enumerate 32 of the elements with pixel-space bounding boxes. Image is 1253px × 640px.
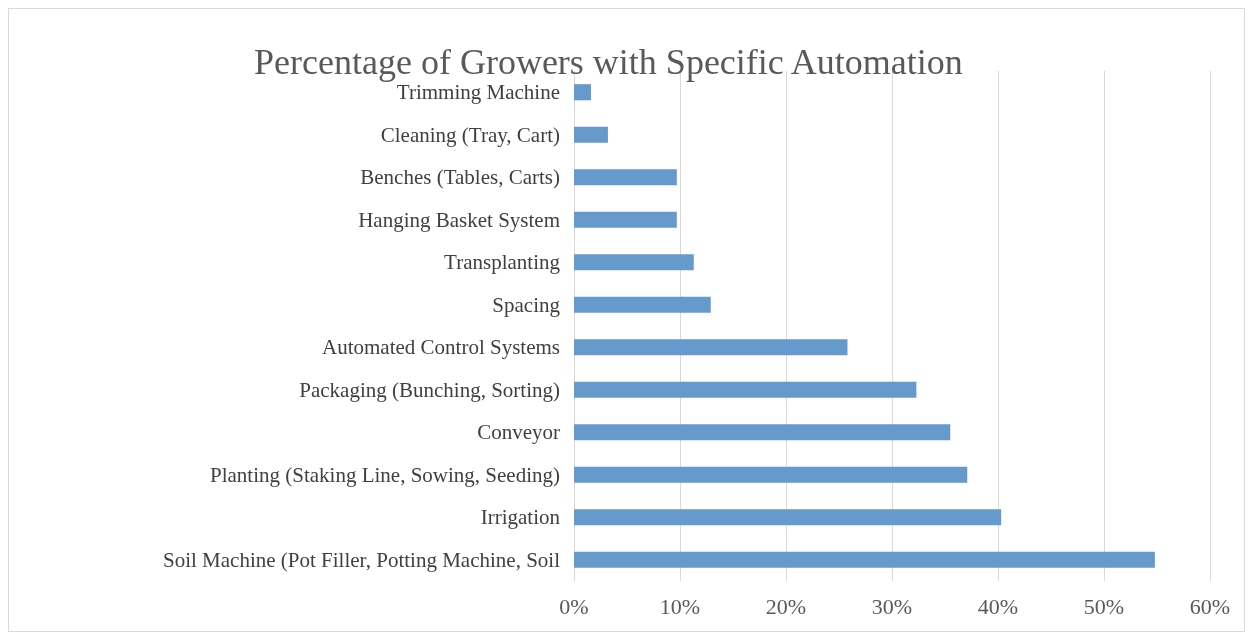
bar [574,126,608,143]
x-tick-label: 20% [765,593,807,619]
x-tick-label: 40% [977,593,1019,619]
x-tick-label: 10% [659,593,701,619]
bar [574,509,1002,526]
y-tick-label: Cleaning (Tray, Cart) [380,122,561,147]
bar [574,211,677,228]
bar [574,339,848,356]
bar [574,424,951,441]
bar [574,381,917,398]
y-tick-label: Irrigation [480,505,561,530]
x-tick-label: 0% [559,593,589,619]
y-tick-label: Transplanting [444,250,561,275]
y-tick-label: Conveyor [477,420,560,445]
y-tick-label: Trimming Machine [396,80,560,105]
y-tick-label: Hanging Basket System [358,207,560,232]
x-tick-label: 50% [1083,593,1125,619]
y-tick-label: Planting (Staking Line, Sowing, Seeding) [210,462,560,487]
bar [574,466,968,483]
y-tick-label: Spacing [492,292,561,317]
bar [574,84,591,101]
y-tick-label: Automated Control Systems [322,335,560,360]
chart-title: Percentage of Growers with Specific Automation [254,42,963,82]
x-tick-label: 60% [1189,593,1231,619]
bar [574,254,694,271]
y-tick-label: Packaging (Bunching, Sorting) [299,377,560,402]
x-tick-label: 30% [871,593,913,619]
y-tick-label: Soil Machine (Pot Filler, Potting Machine, Soil [163,547,561,572]
bar [574,296,711,313]
y-tick-label: Benches (Tables, Carts) [360,165,560,190]
bar [574,551,1155,568]
bar [574,169,677,186]
